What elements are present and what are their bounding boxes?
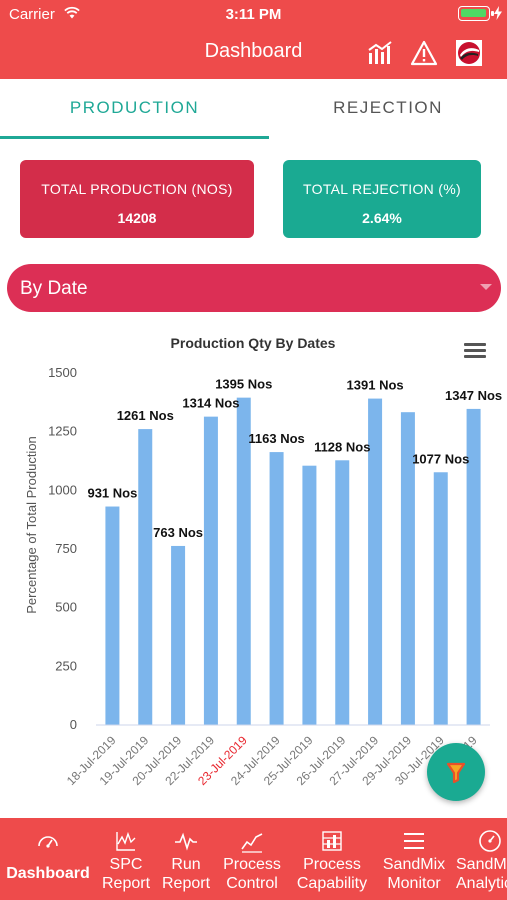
nav-process-capability-label-2: Capability (296, 875, 368, 892)
nav-sandmix-monitor-label-2: Monitor (387, 875, 441, 892)
total-production-label: TOTAL PRODUCTION (NOS) (41, 181, 233, 197)
nav-sandmix-analytics-label-2: Analytics (456, 875, 507, 892)
gauge-icon (479, 830, 501, 852)
date-filter-select[interactable]: By Date (7, 264, 501, 312)
bar-30-Jul-2019[interactable] (433, 472, 448, 725)
bar-25-Jul-2019[interactable] (302, 465, 317, 725)
chart-menu-icon[interactable] (464, 343, 486, 359)
list-icon (404, 833, 424, 849)
nav-run-label-2: Report (161, 875, 211, 892)
nav-run-report[interactable]: Run Report (156, 818, 216, 900)
y-axis-label: Percentage of Total Production (24, 436, 39, 614)
chart-title: Production Qty By Dates (171, 335, 336, 351)
y-tick-label: 0 (70, 717, 77, 732)
bar-19-Jul-2019[interactable] (138, 429, 153, 725)
profile-logo-icon[interactable] (455, 39, 483, 67)
trend-icon (241, 833, 263, 853)
total-production-card[interactable]: TOTAL PRODUCTION (NOS) 14208 (20, 160, 254, 238)
y-tick-label: 1500 (48, 365, 77, 380)
nav-process-control-label-1: Process (223, 856, 281, 873)
total-production-value: 14208 (117, 210, 157, 226)
nav-dashboard-label: Dashboard (6, 865, 90, 882)
spc-chart-icon (116, 831, 136, 851)
battery-icon (458, 6, 494, 21)
nav-sandmix-analytics-label-1: SandMix (456, 856, 507, 873)
nav-sandmix-monitor[interactable]: SandMix Monitor (376, 818, 452, 900)
y-tick-label: 500 (55, 600, 77, 615)
data-label: 1128 Nos (314, 439, 370, 454)
nav-sandmix-monitor-label-1: SandMix (382, 856, 446, 873)
data-label: 1395 Nos (215, 377, 272, 392)
tab-production[interactable]: PRODUCTION (69, 98, 200, 117)
nav-sandmix-analytics[interactable]: SandMix Analytics (452, 818, 507, 900)
bar-24-Jul-2019[interactable] (269, 452, 284, 725)
bar-22-Jul-2019[interactable] (203, 416, 218, 725)
tab-rejection[interactable]: REJECTION (333, 98, 443, 117)
production-chart: Production Qty By Dates Percentage of To… (24, 335, 502, 788)
nav-process-capability[interactable]: Process Capability (288, 818, 376, 900)
active-tab-indicator (0, 136, 269, 139)
date-filter-value: By Date (20, 278, 88, 299)
nav-process-control[interactable]: Process Control (216, 818, 288, 900)
total-rejection-value: 2.64% (362, 210, 402, 226)
bar-27-Jul-2019[interactable] (368, 398, 383, 725)
bottom-navigation: Dashboard SPC Report Run Report Process … (0, 818, 507, 900)
total-rejection-label: TOTAL REJECTION (%) (303, 181, 461, 197)
bar-26-Jul-2019[interactable] (335, 460, 350, 725)
y-tick-label: 1250 (48, 424, 77, 439)
bar-20-Jul-2019[interactable] (171, 545, 186, 725)
y-tick-label: 250 (55, 658, 77, 673)
bar-chart-icon[interactable] (366, 39, 394, 67)
data-label: 1314 Nos (182, 396, 239, 411)
filter-icon (446, 762, 466, 784)
bar-29-Jul-2019[interactable] (400, 412, 415, 725)
nav-run-label-1: Run (171, 856, 201, 873)
pulse-icon (175, 832, 197, 851)
wifi-icon (64, 6, 80, 19)
total-rejection-card[interactable]: TOTAL REJECTION (%) 2.64% (283, 160, 481, 238)
data-label: 1391 Nos (347, 378, 404, 393)
clock-label: 3:11 PM (225, 6, 282, 23)
app-header: Carrier 3:11 PM Dashboard (0, 0, 507, 79)
nav-process-control-label-2: Control (226, 875, 278, 892)
capability-icon (322, 831, 342, 851)
bar-31-Jul-2019[interactable] (466, 408, 481, 725)
nav-spc-label-1: SPC (109, 856, 143, 873)
nav-spc-label-2: Report (101, 875, 151, 892)
data-label: 1347 Nos (445, 388, 502, 403)
bar-23-Jul-2019[interactable] (236, 397, 251, 725)
bar-18-Jul-2019[interactable] (105, 506, 120, 725)
nav-dashboard[interactable]: Dashboard (0, 818, 96, 900)
page-title: Dashboard (204, 40, 303, 62)
tab-bar: PRODUCTION REJECTION (0, 79, 507, 141)
data-label: 763 Nos (153, 525, 203, 540)
nav-process-capability-label-1: Process (303, 856, 361, 873)
filter-fab-button[interactable] (427, 743, 485, 801)
nav-spc-report[interactable]: SPC Report (96, 818, 156, 900)
speedometer-icon (38, 836, 58, 848)
y-tick-label: 750 (55, 541, 77, 556)
data-label: 1163 Nos (248, 431, 304, 446)
charging-icon (494, 6, 502, 20)
warning-icon[interactable] (410, 39, 438, 67)
data-label: 1261 Nos (117, 408, 174, 423)
dropdown-arrow-icon (480, 284, 492, 290)
y-tick-label: 1000 (48, 482, 77, 497)
carrier-label: Carrier (9, 6, 55, 23)
data-label: 1077 Nos (412, 451, 469, 466)
data-label: 931 Nos (87, 486, 137, 501)
